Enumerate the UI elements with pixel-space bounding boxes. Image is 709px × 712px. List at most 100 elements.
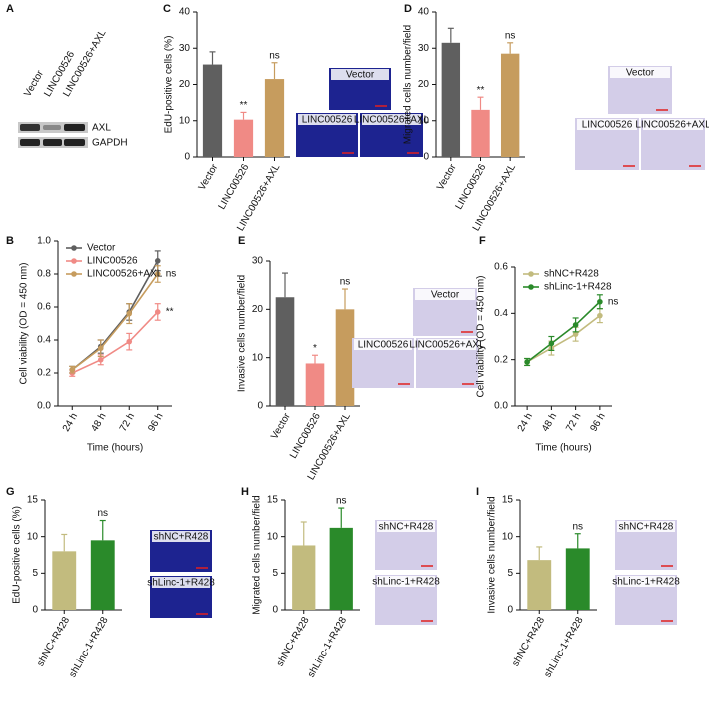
legend-marker [71,245,77,251]
point [126,310,133,317]
x-tick-label: shNC+R428 [35,615,72,668]
point [597,298,603,305]
error-bar [574,533,581,549]
y-tick-label: 0 [257,401,263,412]
x-tick-label: shLinc-1+R428 [542,615,586,679]
legend-label: LINC00526 [87,256,138,267]
y-tick-label: 15 [267,495,279,506]
point [154,309,161,315]
bar [52,551,77,610]
micrograph-label-bg [610,67,670,78]
legend-marker [71,271,77,277]
blot-row-label: GAPDH [92,138,128,149]
x-tick-label: shLinc-1+R428 [67,615,111,679]
micrograph-label-bg [362,114,421,125]
error-bar [312,354,318,364]
y-tick-label: 30 [179,43,191,54]
error-bar [338,507,345,528]
panel-letter: H [241,486,249,498]
y-tick-label: 0.6 [494,262,508,273]
y-tick-label: 10 [502,531,514,542]
point [572,322,579,328]
x-tick-label: shLinc-1+R428 [306,615,350,679]
y-tick-label: 20 [179,79,191,90]
micrograph-label: LINC00526 [582,120,633,131]
x-tick-label: 48 h [540,411,559,433]
point [69,366,76,373]
legend-marker [528,271,534,277]
micrograph-label: LINC00526 [358,340,409,351]
significance-label: ** [240,100,248,111]
y-tick-label: 0.2 [37,368,51,379]
bar [335,309,355,406]
point [524,359,530,365]
y-axis-label: Cell viability (OD = 450 nm) [19,263,30,385]
error-bar [209,51,216,65]
micrograph-label-bg [298,114,356,125]
y-tick-label: 0.2 [494,354,508,365]
x-axis-label: Time (hours) [535,443,591,454]
significance-label: ns [166,269,177,280]
y-tick-label: 5 [507,568,513,579]
significance-label: ns [608,296,619,307]
micrograph-label: shNC+R428 [619,522,674,533]
x-tick-label: Vector [269,411,293,442]
x-tick-label: shNC+R428 [510,615,547,668]
panel-letter: I [476,486,479,498]
error-bar [240,111,247,120]
bar [202,64,223,157]
micrograph-label: LINC00526 [302,115,353,126]
y-tick-label: 5 [32,568,38,579]
error-bar [447,27,454,43]
x-tick-label: 48 h [89,411,108,433]
significance-label: ns [572,521,583,532]
micrograph-label-bg [152,577,210,588]
micrograph-label-bg [152,531,210,542]
y-tick-label: 0 [32,605,38,616]
micrograph-label-bg [643,119,703,130]
significance-label: * [313,343,317,354]
blot-band [20,139,40,146]
significance-label: ns [340,277,351,288]
bar [500,53,520,157]
y-axis-label: EdU-positive cells (%) [164,36,175,134]
panel-letter: E [238,235,245,247]
point [154,258,161,264]
micrograph-label-bg [577,119,637,130]
micrograph-label: LINC00526+AXL [635,120,709,131]
bar [292,545,316,610]
line [71,311,159,374]
legend-marker [71,258,77,264]
point [154,271,161,277]
y-tick-label: 20 [418,79,430,90]
line [526,315,601,363]
point [97,357,104,363]
point [97,345,104,352]
y-tick-label: 0 [423,152,429,163]
micrograph-label: Vector [626,68,655,79]
x-tick-label: 24 h [61,411,80,433]
y-tick-label: 10 [252,352,264,363]
significance-label: ** [166,307,174,318]
y-tick-label: 5 [272,568,278,579]
panel-letter: A [6,3,14,15]
y-axis-label: EdU-positive cells (%) [12,506,23,604]
blot-row-label: AXL [92,123,111,134]
micrograph-label: LINC00526+AXL [354,115,430,126]
line [526,301,601,363]
panel-letter: F [479,235,486,247]
y-tick-label: 15 [27,495,39,506]
micrograph-label: shLinc-1+R428 [612,577,680,588]
y-tick-label: 40 [179,7,191,18]
y-tick-label: 0.6 [37,302,51,313]
point [126,338,133,345]
micrograph-label-bg [418,339,476,350]
significance-label: ns [269,50,280,61]
y-tick-label: 30 [418,43,430,54]
y-axis-label: Invasive cells number/field [487,496,498,613]
bar [329,527,353,610]
error-bar [536,546,543,561]
bar [565,548,590,610]
y-axis-label: Cell viability (OD = 450 nm) [476,276,487,398]
